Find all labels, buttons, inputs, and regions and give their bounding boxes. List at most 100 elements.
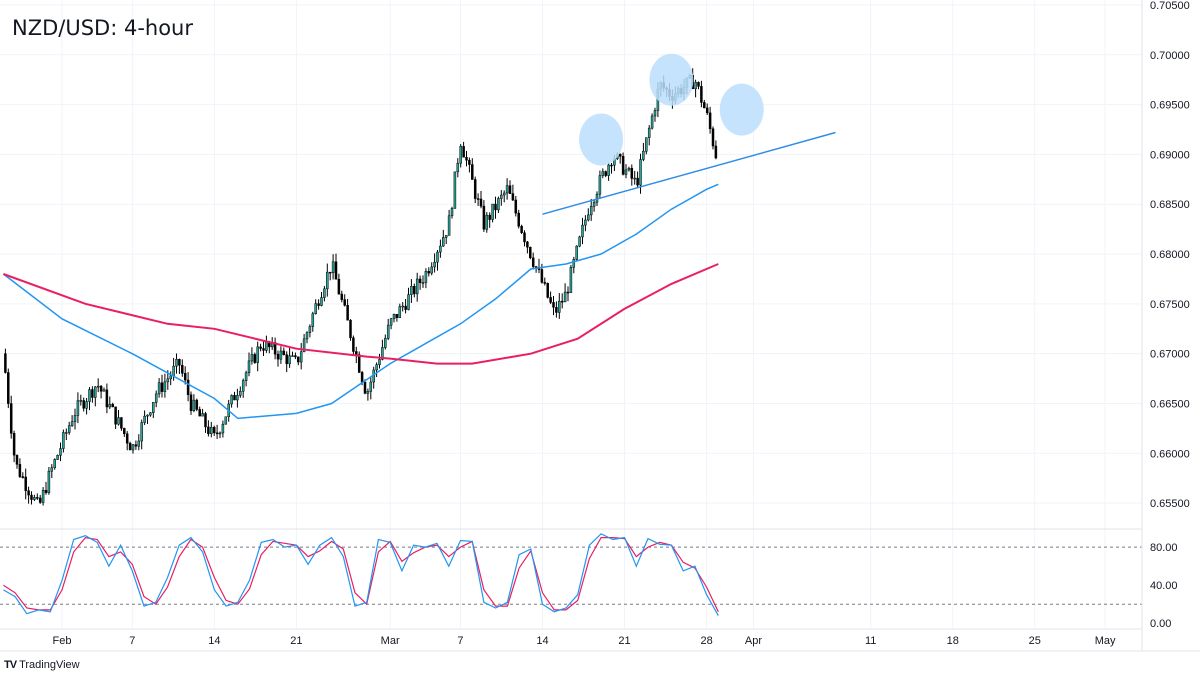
candle-body [386, 324, 390, 339]
highlight-marker-3 [719, 83, 764, 136]
candle-body [404, 305, 407, 310]
candle-body [523, 232, 526, 243]
candle-body [508, 185, 512, 194]
candle-body [494, 203, 497, 211]
candle-body [212, 427, 216, 434]
candle-body [624, 169, 628, 175]
candle-body [108, 404, 112, 408]
price-tick-label: 0.68000 [1150, 249, 1190, 261]
candle-body [102, 389, 106, 392]
candle-body [439, 245, 442, 253]
candle-body [482, 205, 486, 230]
candle-body [33, 497, 36, 500]
candle-body [149, 412, 152, 416]
candle-body [563, 291, 567, 303]
candle-body [154, 393, 158, 403]
candle-body [294, 355, 297, 358]
candle-body [282, 350, 286, 355]
stochastic-pane[interactable] [0, 533, 1142, 616]
candle-body [320, 297, 323, 306]
price-tick-label: 0.65500 [1150, 498, 1190, 510]
time-tick-label: May [1095, 635, 1116, 647]
candle-body [207, 426, 210, 434]
candle-body [137, 440, 141, 447]
candle-body [705, 107, 709, 114]
candle-body [79, 400, 83, 402]
candle-body [311, 313, 315, 327]
candle-body [375, 364, 378, 371]
candle-body [337, 278, 341, 295]
candle-body [82, 400, 85, 409]
candle-body [465, 156, 468, 161]
candle-body [128, 442, 132, 451]
candle-body [517, 212, 520, 227]
candle-body [462, 146, 465, 158]
candle-body [384, 338, 387, 348]
candle-body [708, 112, 712, 129]
candle-body [285, 354, 288, 365]
candlestick-series [4, 68, 718, 506]
candle-body [531, 257, 535, 267]
osc-tick-label: 40.00 [1150, 580, 1178, 592]
candle-body [334, 261, 338, 280]
candle-body [210, 427, 213, 434]
candle-body [218, 432, 222, 435]
candle-body [317, 303, 320, 306]
candle-body [291, 355, 294, 357]
candle-body [297, 356, 300, 363]
candle-body [520, 225, 523, 233]
candle-body [700, 86, 703, 103]
candle-body [578, 236, 581, 247]
candle-body [645, 137, 648, 152]
candle-body [711, 128, 715, 147]
candle-body [485, 214, 489, 230]
sma-fast-line [2, 183, 719, 420]
candle-body [53, 459, 56, 468]
sma-slow-line [3, 263, 719, 365]
candle-body [244, 372, 248, 381]
candle-body [331, 261, 335, 274]
time-tick-label: Mar [381, 635, 400, 647]
candle-body [488, 214, 491, 220]
price-pane[interactable] [2, 53, 836, 506]
candle-body [328, 271, 332, 274]
osc-tick-label: 80.00 [1150, 542, 1178, 554]
candle-body [418, 278, 422, 283]
candle-body [201, 413, 204, 417]
candle-body [125, 433, 129, 444]
candle-body [230, 395, 233, 405]
time-tick-label: 25 [1029, 635, 1041, 647]
candle-body [175, 359, 178, 367]
axes: 0.70500 0.70000 0.69500 0.69000 0.68500 0.680… [0, 0, 1200, 652]
candle-body [650, 115, 654, 129]
candle-body [21, 476, 25, 478]
candle-body [198, 409, 201, 417]
candle-body [276, 353, 280, 360]
candle-body [152, 402, 155, 413]
candle-body [305, 332, 309, 340]
candle-body [500, 194, 503, 199]
candle-body [636, 177, 639, 186]
candle-body [502, 192, 506, 196]
candle-body [697, 82, 700, 87]
candle-body [566, 291, 570, 294]
candle-body [703, 102, 706, 109]
candle-body [340, 293, 344, 300]
candle-body [540, 269, 544, 283]
candle-body [288, 355, 291, 365]
candle-body [366, 391, 370, 394]
candle-body [357, 354, 361, 373]
candle-body [514, 199, 518, 214]
candle-body [204, 413, 207, 428]
chart-title: NZD/USD: 4-hour [12, 16, 194, 40]
stoch-d-line [3, 536, 719, 613]
candle-body [442, 237, 445, 247]
candle-body [241, 380, 245, 392]
candle-body [526, 241, 529, 248]
candle-body [73, 415, 77, 423]
candle-body [146, 414, 149, 417]
candle-body [343, 299, 346, 306]
candle-body [4, 353, 7, 373]
candle-body [476, 198, 480, 200]
